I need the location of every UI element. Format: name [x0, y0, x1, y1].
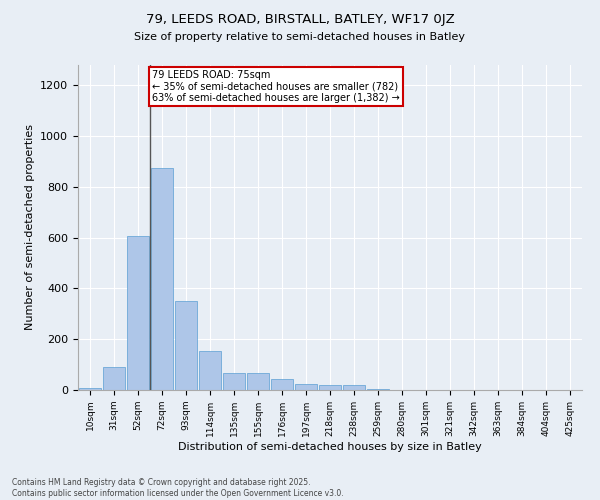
Text: 79, LEEDS ROAD, BIRSTALL, BATLEY, WF17 0JZ: 79, LEEDS ROAD, BIRSTALL, BATLEY, WF17 0… [146, 12, 454, 26]
Text: Contains HM Land Registry data © Crown copyright and database right 2025.
Contai: Contains HM Land Registry data © Crown c… [12, 478, 344, 498]
Bar [79, 388, 101, 390]
Bar [343, 386, 365, 390]
Bar [199, 350, 221, 390]
Bar [223, 372, 245, 390]
Bar [151, 168, 173, 390]
Bar [127, 236, 149, 390]
Bar [247, 372, 269, 390]
Bar [319, 386, 341, 390]
Bar [103, 367, 125, 390]
Text: 79 LEEDS ROAD: 75sqm
← 35% of semi-detached houses are smaller (782)
63% of semi: 79 LEEDS ROAD: 75sqm ← 35% of semi-detac… [152, 70, 400, 103]
Bar [367, 388, 389, 390]
Bar [271, 378, 293, 390]
Bar [175, 301, 197, 390]
Bar [295, 384, 317, 390]
Y-axis label: Number of semi-detached properties: Number of semi-detached properties [25, 124, 35, 330]
Text: Size of property relative to semi-detached houses in Batley: Size of property relative to semi-detach… [134, 32, 466, 42]
X-axis label: Distribution of semi-detached houses by size in Batley: Distribution of semi-detached houses by … [178, 442, 482, 452]
